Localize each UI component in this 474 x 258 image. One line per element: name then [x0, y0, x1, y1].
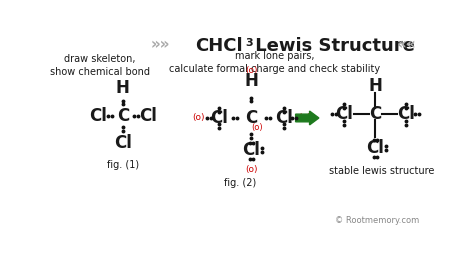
Text: H: H [368, 77, 383, 95]
Text: (o): (o) [251, 123, 263, 132]
Text: mark lone pairs,
calculate formal charge and check stability: mark lone pairs, calculate formal charge… [169, 51, 380, 74]
Text: H: H [245, 72, 258, 90]
Text: ««: «« [396, 37, 416, 52]
Text: H: H [116, 79, 130, 97]
Text: C: C [117, 107, 129, 125]
Text: © Rootmemory.com: © Rootmemory.com [336, 216, 419, 225]
Text: »»: »» [150, 37, 170, 52]
Text: (o): (o) [298, 114, 310, 123]
Text: C: C [246, 109, 257, 127]
Text: Cl: Cl [275, 109, 293, 127]
Text: Cl: Cl [336, 105, 354, 123]
Text: (o): (o) [245, 165, 258, 174]
Text: stable lewis structure: stable lewis structure [329, 166, 434, 176]
Text: Cl: Cl [89, 107, 107, 125]
Text: Cl: Cl [139, 107, 156, 125]
Text: CHCl: CHCl [195, 37, 243, 55]
Text: Cl: Cl [114, 134, 132, 152]
Text: Lewis Structure: Lewis Structure [249, 37, 415, 55]
Text: (o): (o) [245, 66, 258, 75]
Text: Cl: Cl [210, 109, 228, 127]
Text: Cl: Cl [243, 141, 260, 159]
Text: Cl: Cl [366, 139, 384, 157]
Text: fig. (2): fig. (2) [224, 178, 256, 188]
Text: C: C [369, 105, 382, 123]
Text: 3: 3 [245, 38, 253, 48]
Text: (o): (o) [192, 114, 205, 123]
Text: Cl: Cl [398, 105, 415, 123]
Text: fig. (1): fig. (1) [107, 160, 139, 170]
Polygon shape [296, 111, 319, 125]
Text: draw skeleton,
show chemical bond: draw skeleton, show chemical bond [50, 54, 150, 77]
